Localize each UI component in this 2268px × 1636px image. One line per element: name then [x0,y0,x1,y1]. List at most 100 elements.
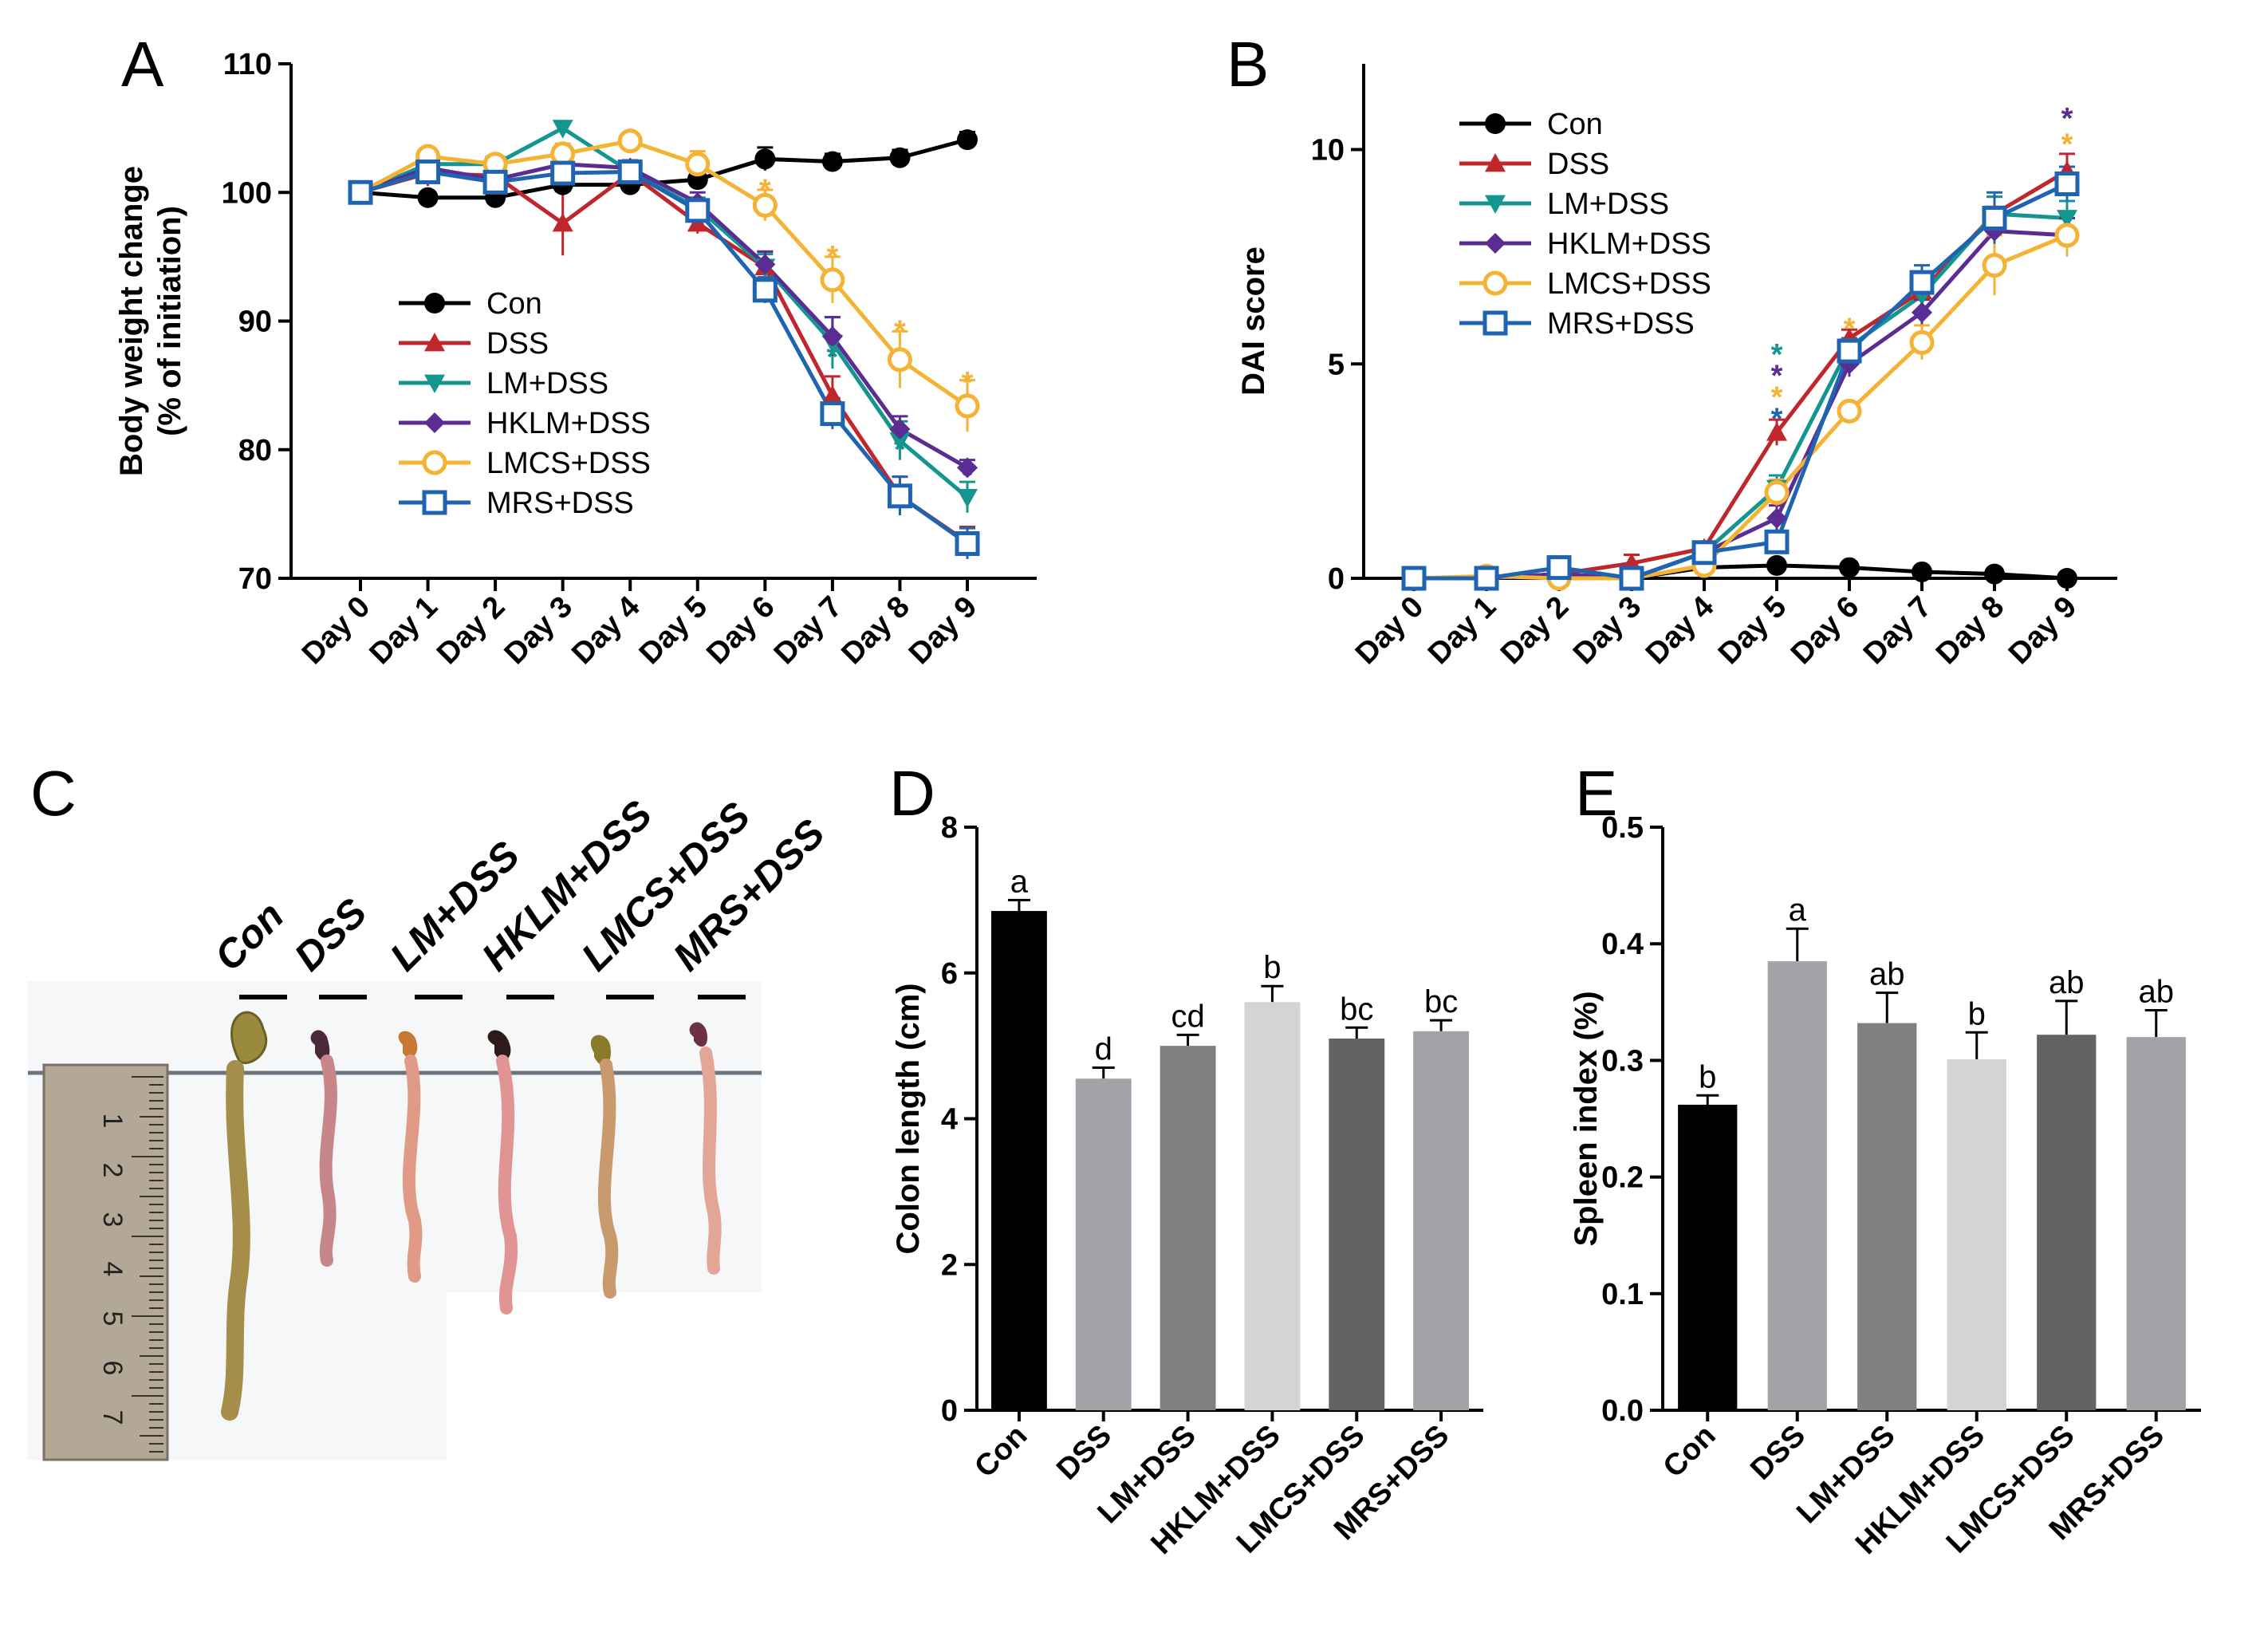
data-point [821,151,843,172]
legend-label: MRS+DSS [1547,307,1695,341]
legend-label: HKLM+DSS [1547,227,1711,261]
group-label-dss: DSS [285,889,375,979]
data-point [1474,566,1499,591]
colon-dss-cecum [310,1030,330,1062]
data-point [552,212,573,232]
x-tick-label: Day 6 [700,590,781,671]
legend-label: HKLM+DSS [486,407,651,440]
data-point [617,128,643,154]
colon-hklm [496,1055,518,1315]
bar-dss [1075,1078,1132,1410]
x-tick-label: Day 8 [835,590,915,671]
ruler-number: 1 [97,1114,128,1129]
x-tick-label: Day 6 [1785,590,1865,671]
data-point [1619,566,1644,591]
bar-dss [1767,961,1827,1410]
panel-letter-b: B [1227,29,1269,100]
legend-label: DSS [1547,148,1609,181]
ruler-ticks: 1 2 3 4 5 6 7 [97,1076,163,1453]
panel-letter-c: C [30,758,77,829]
significance-asterisk: * [962,459,974,492]
significance-asterisk: * [826,341,838,374]
y-tick-label: 110 [223,48,272,81]
significance-asterisk: * [1771,338,1783,372]
data-point [889,432,911,451]
series-line [360,162,969,470]
ruler [42,1063,169,1461]
data-point [754,254,776,275]
x-tick-label: Day 8 [1930,590,2010,671]
y-axis-title: DAI score [1236,246,1271,396]
significance-letter: ab [2049,965,2085,1000]
significance-letter: b [1968,996,1986,1031]
data-point [417,187,439,208]
data-point [1766,507,1787,529]
x-tick-label: DSS [1050,1419,1118,1487]
significance-asterisk: * [962,366,974,400]
x-tick-label: Day 5 [1712,590,1793,671]
data-point [1909,329,1935,355]
panel-e-spleen-index-chart: 0.0 0.1 0.2 0.3 0.4 0.5 Spleen index (%) b Con a D… [1569,811,2201,1561]
data-point [754,148,776,170]
data-point [820,401,845,427]
colon-lm [402,1055,423,1283]
significance-asterisk: * [894,433,906,467]
y-tick-label: 0.5 [1601,811,1644,845]
legend-marker [1485,113,1506,134]
colon-lmcs [597,1058,619,1299]
series-line [1414,182,2069,581]
significance-letter: d [1095,1032,1112,1067]
significance-asterisk: * [1771,402,1783,436]
x-tick-label: Day 2 [431,590,511,671]
x-tick-label: Day 9 [2002,590,2083,671]
significance-letter: bc [1340,991,1373,1027]
significance-letter: ab [2139,975,2175,1010]
significance-asterisk: * [894,416,906,450]
data-point [1982,206,2007,231]
legend-marker [422,490,447,515]
data-point [1837,338,1862,364]
ruler-number: 6 [97,1361,128,1376]
series-line [359,139,969,408]
significance-letter: bc [1424,984,1458,1019]
markers-lmcs-dss [348,128,980,419]
bar-mrs-dss [1413,1031,1470,1410]
legend-label: MRS+DSS [486,487,634,520]
data-point [348,179,373,205]
series-hklm-dss [1406,212,2075,581]
data-point [820,267,845,293]
data-point [1839,557,1860,578]
legend-label: LMCS+DSS [1547,267,1711,301]
y-axis-subtitle: (% of initiation) [152,206,187,436]
ruler-number: 7 [97,1410,128,1425]
data-point [955,393,980,419]
significance-asterisk: * [1844,313,1856,346]
legend-marker [1485,153,1506,172]
colon-lm-cecum [398,1031,418,1058]
bar-lmcs-dss [2037,1035,2097,1410]
data-point [1984,563,2005,585]
series-line [1413,233,2068,581]
colon-con [221,1060,250,1421]
significance-asterisk: * [894,315,906,349]
y-tick-label: 10 [1311,134,1345,168]
legend-marker [1482,310,1508,336]
data-point [617,159,643,184]
series-line [1414,169,2069,581]
y-tick-label: 6 [941,957,958,991]
x-tick-label: Day 5 [633,590,714,671]
group-label-con: Con [206,893,292,979]
data-point [550,160,576,186]
y-tick-label: 0.0 [1601,1394,1644,1428]
significance-asterisk: * [759,173,771,207]
data-point [1837,398,1862,424]
bar-mrs-dss [2126,1037,2186,1410]
markers-mrs-dss [348,159,980,556]
significance-asterisk: * [2061,102,2073,136]
y-axis-title: Spleen index (%) [1569,991,1604,1246]
panel-letter-e: E [1575,758,1617,829]
series-lmcs-dss [1406,212,2075,581]
bar-lm-dss [1857,1023,1917,1410]
